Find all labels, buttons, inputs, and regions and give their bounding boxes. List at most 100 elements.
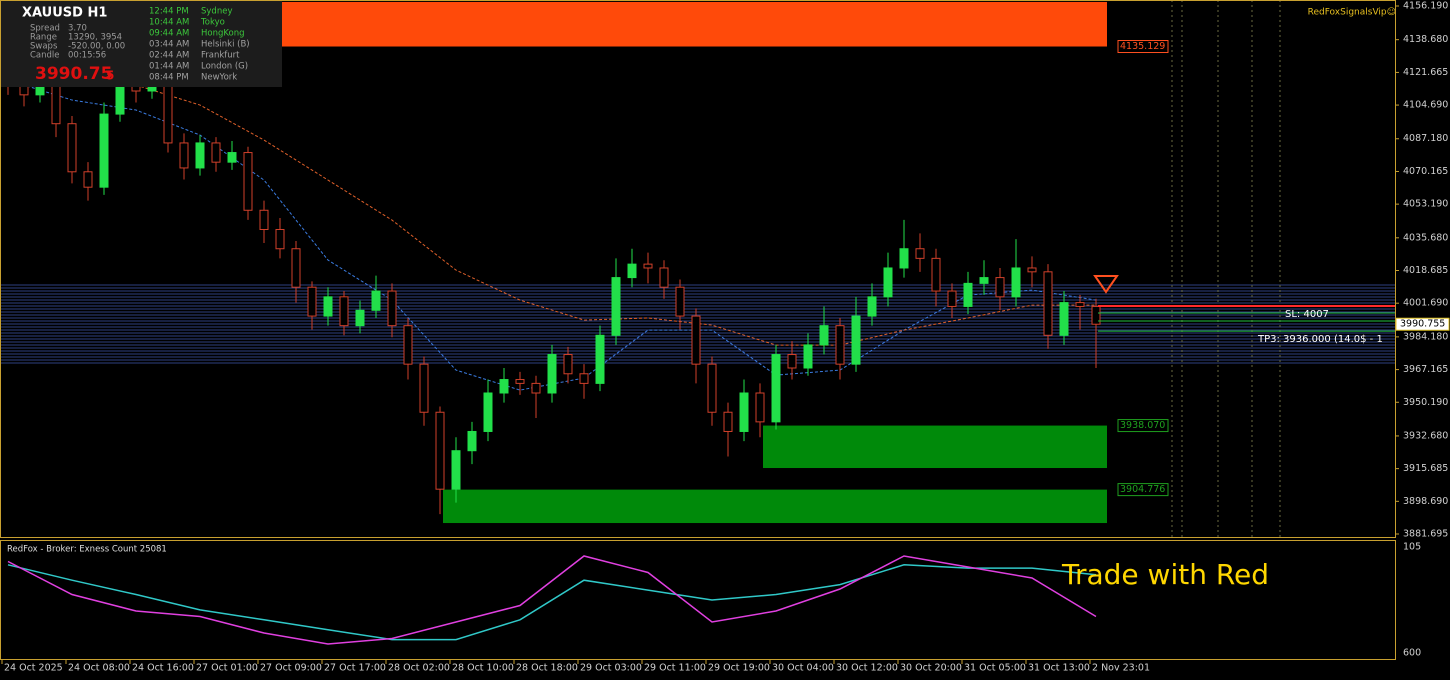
session-city: NewYork [201,73,237,83]
info-key: Candle [30,51,60,61]
indicator [7,555,1097,645]
info-price-digit: 5 [106,69,114,83]
entry-arrow [1093,275,1119,294]
symbol: XAUUSD H1 [22,6,107,21]
zone-label-box [1117,40,1169,54]
zone [282,1,1107,47]
session-time: 08:44 PM [149,73,189,83]
session-time: 02:44 AM [149,51,189,61]
candle-body [659,267,669,288]
candle-body [483,392,493,432]
candle-body [403,325,413,365]
candle-body [451,450,461,490]
y-tick-label: 3984.180 [1403,331,1448,342]
x-tick-label: 27 Oct 09:00 [260,663,322,674]
session-time: 03:44 AM [149,40,189,50]
candle-body [771,354,781,423]
session-time: 01:44 AM [149,62,189,72]
session-city: Tokyo [200,18,225,28]
y-tick-label: 3950.190 [1403,397,1448,408]
candle-body [387,290,397,327]
x-tick-label: 30 Oct 20:00 [900,663,962,674]
candle-body [787,354,797,369]
x-tick-label: 2 Nov 23:01 [1092,663,1150,674]
price-axis: 4156.190 4138.680 4121.665 4104.690 4087.180… [1395,1,1448,540]
info-value: 13290, 3954 [68,33,122,43]
candle-body [179,142,189,169]
y-tick-label: 3932.680 [1403,430,1448,441]
candle-body [371,290,381,311]
y-tick-label: 4104.690 [1403,100,1448,111]
candle-body [1059,302,1069,336]
y-tick-label: 4070.165 [1403,166,1448,177]
candle-body [291,248,301,288]
candle-body [595,334,605,384]
y-tick-label: 4035.680 [1403,232,1448,243]
indicator-line [7,555,1097,645]
info-key: Range [30,33,57,43]
y-tick-label: 3967.165 [1403,364,1448,375]
info-panel: XAUUSD H1 Spread 3.70 Range 13290, 3954 Swap… [0,0,282,87]
price-tag-label: 3990.755 [1400,319,1445,330]
candle-body [723,411,733,432]
y-tick-label: 4087.180 [1403,133,1448,144]
candle-body [995,277,1005,298]
x-tick-label: 28 Oct 02:00 [388,663,450,674]
candles [3,64,1101,515]
candle-body [467,430,477,452]
candle-body [579,373,589,384]
indicator-frame [0,540,1396,660]
y-tick-label: 4121.665 [1403,67,1448,78]
brand: RedFoxSignalsVip☺ [1308,7,1396,18]
candle-body [835,325,845,365]
zone [763,425,1107,469]
y-tick-label: 4156.190 [1403,1,1448,12]
x-tick-label: 24 Oct 08:00 [68,663,130,674]
candle-body [1043,271,1053,336]
indicator-scale: 600 [1403,648,1421,659]
candle-body [931,257,941,292]
candle-body [307,286,317,317]
candle-body [243,152,253,211]
x-tick-label: 24 Oct 2025 [4,663,63,674]
y-tick-label: 3915.685 [1403,463,1448,474]
x-tick-label: 29 Oct 11:00 [644,663,706,674]
candle-body [1027,267,1037,273]
candle-body [707,363,717,413]
x-tick-label: 30 Oct 04:00 [772,663,834,674]
y-tick-label: 3898.690 [1403,496,1448,507]
session-city: Sydney [201,7,232,17]
candle-body [675,286,685,317]
x-tick-label: 28 Oct 10:00 [452,663,514,674]
candle-body [211,142,221,163]
x-tick-label: 27 Oct 01:00 [196,663,258,674]
zone [443,489,1107,524]
x-tick-label: 29 Oct 19:00 [708,663,770,674]
zones: 4135.129 3938.070 3904.776 [282,1,1169,524]
zone-label-box [1117,483,1169,497]
candle-body [515,379,525,384]
y-tick-label: 3881.695 [1403,529,1448,540]
candle-body [195,142,205,169]
info-value: 00:15:56 [68,51,106,61]
zone-label: 4135.129 [1120,41,1165,52]
zone-label: 3904.776 [1120,484,1165,495]
candle-body [691,315,701,365]
info-price: 3990.75 [35,64,112,84]
candle-body [355,309,365,327]
panel-bg [0,0,282,87]
candle-body [947,290,957,307]
session-time: 10:44 AM [149,18,189,28]
candle-body [803,344,813,369]
candle-body [1091,305,1101,325]
candle-body [547,354,557,394]
y-tick-label: 4053.190 [1403,199,1448,210]
candle-body [435,411,445,490]
candle-body [275,228,285,250]
time-axis: 24 Oct 2025 24 Oct 08:00 24 Oct 16:00 27 Oc… [1,660,1150,674]
candle-body [883,267,893,298]
x-tick-label: 27 Oct 17:00 [324,663,386,674]
candle-body [163,78,173,144]
candle-body [643,263,653,269]
